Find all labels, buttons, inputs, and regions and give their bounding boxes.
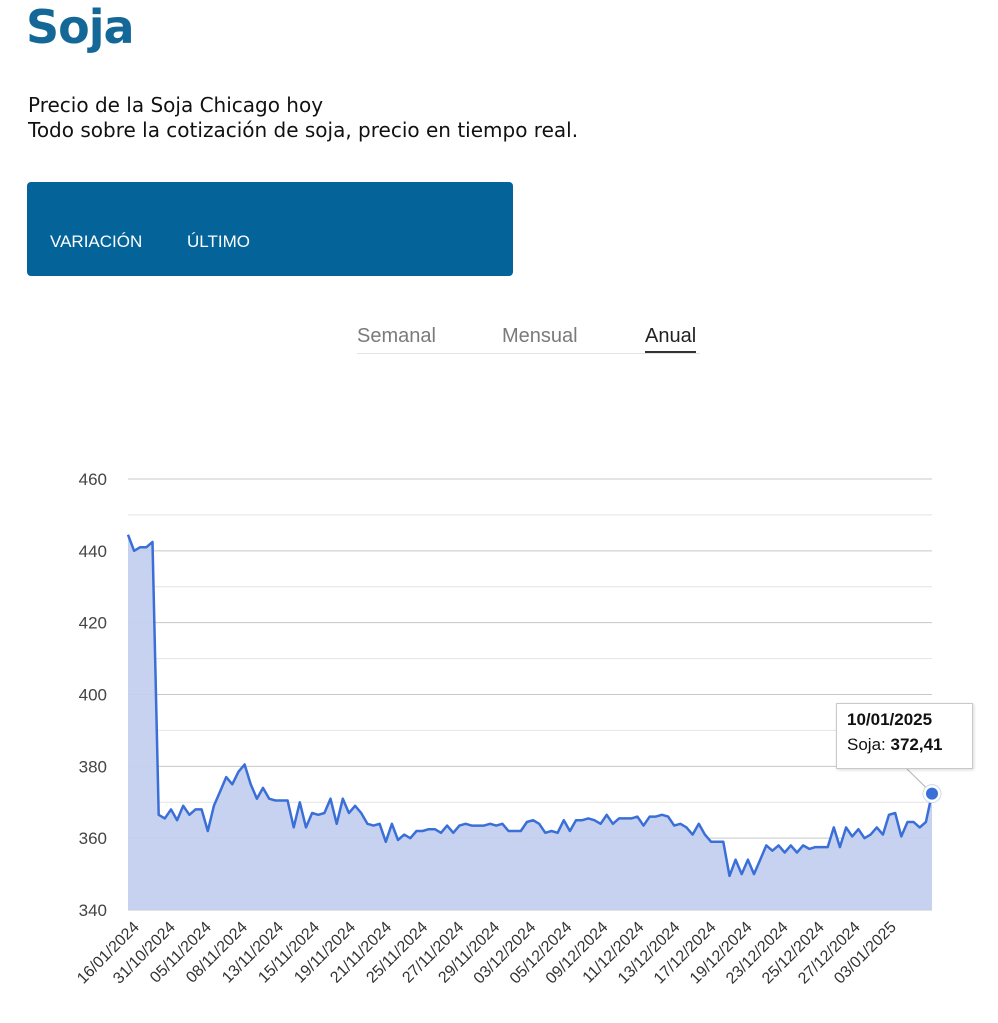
tab-ultimo[interactable]: ÚLTIMO <box>187 232 250 251</box>
y-tick-label: 340 <box>79 901 107 920</box>
tab-semanal[interactable]: Semanal <box>357 325 436 347</box>
tooltip-date: 10/01/2025 <box>847 710 933 729</box>
y-tick-label: 440 <box>79 542 107 561</box>
page-subtitle: Precio de la Soja Chicago hoy Todo sobre… <box>28 93 578 143</box>
quote-panel: VARIACIÓN ÚLTIMO <box>27 182 513 276</box>
period-tabs: Semanal Mensual Anual <box>357 325 700 354</box>
tooltip-series-label: Soja: <box>847 735 891 754</box>
chart-tooltip: 10/01/2025 Soja: 372,41 <box>836 703 973 769</box>
y-tick-label: 400 <box>79 686 107 705</box>
x-axis: 16/01/202431/10/202405/11/202408/11/2024… <box>74 919 900 988</box>
tab-anual[interactable]: Anual <box>645 325 697 353</box>
chart-highlight <box>904 766 942 804</box>
subtitle-line-2: Todo sobre la cotización de soja, precio… <box>28 118 579 142</box>
y-tick-label: 420 <box>79 614 107 633</box>
chart-series <box>126 534 934 910</box>
y-tick-label: 380 <box>79 757 107 776</box>
tooltip-value: 372,41 <box>890 735 943 754</box>
y-axis: 340 360 380 400 420 440 460 <box>79 470 107 920</box>
subtitle-line-1: Precio de la Soja Chicago hoy <box>28 93 324 117</box>
tab-variacion[interactable]: VARIACIÓN <box>50 232 143 251</box>
page-title: Soja <box>26 0 135 54</box>
y-tick-label: 360 <box>79 829 107 848</box>
tooltip-line: Soja: 372,41 <box>847 735 962 755</box>
series-area <box>128 534 932 910</box>
tab-mensual[interactable]: Mensual <box>502 325 578 347</box>
highlight-point <box>926 787 938 800</box>
series-line <box>126 534 934 878</box>
tooltip-connector <box>904 766 929 791</box>
y-tick-label: 460 <box>79 470 107 489</box>
